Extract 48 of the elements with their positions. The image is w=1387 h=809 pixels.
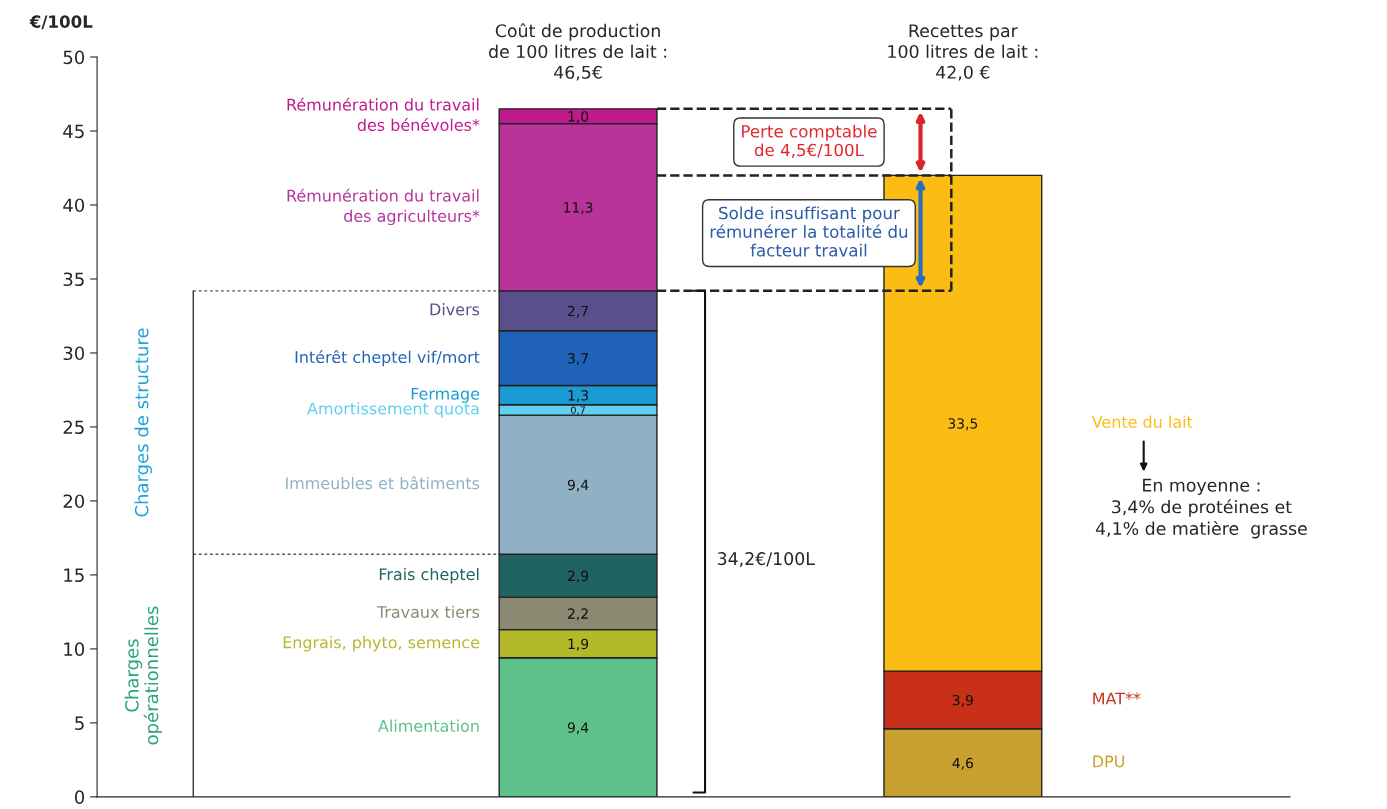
data-label: 2,9	[568, 570, 589, 583]
series-label: Frais cheptel	[379, 567, 479, 584]
data-label: 2,2	[568, 608, 588, 621]
y-tick-label: 10	[64, 642, 85, 657]
y-tick-label: 30	[63, 346, 85, 361]
y-tick-label: 40	[63, 198, 85, 213]
series-label: Alimentation	[378, 719, 479, 732]
text: DPU	[1093, 755, 1124, 768]
annotation: Coût de production de 100 litres de lait : 46,5€	[489, 23, 667, 81]
y-tick-label: 50	[63, 50, 85, 65]
data-label: 1,3	[568, 390, 588, 403]
series-label: Travaux tiers	[376, 605, 480, 619]
y-tick-label: 20	[63, 494, 85, 509]
annotation: 34,2€/100L	[717, 552, 815, 567]
data-label: 2,7	[568, 305, 588, 318]
annotation: Recettes par 100 litres de lait : 42,0 €	[888, 24, 1038, 81]
data-label: 4,6	[952, 757, 974, 770]
data-label: 3,7	[568, 353, 588, 366]
annotation: Perte comptable de 4,5€/100L	[742, 124, 877, 158]
data-label: 9,4	[567, 722, 589, 735]
data-label: 9,4	[567, 479, 589, 492]
y-tick-label: 5	[75, 716, 84, 730]
series-label: Amortissement quota	[307, 402, 479, 418]
series-label: Fermage	[411, 387, 480, 403]
series-label: Intérêt cheptel vif/mort	[295, 350, 480, 367]
text: Vente du lait	[1091, 415, 1193, 428]
y-tick-label: 45	[63, 124, 84, 139]
data-label: 33,5	[948, 418, 978, 431]
series-label: Engrais, phyto, semence	[283, 635, 480, 652]
series-label: Rémunération du travail des bénévoles*	[287, 97, 480, 132]
y-tick-label: 35	[63, 272, 84, 287]
annotation: Charges de structure	[134, 328, 152, 517]
annotation: Charges opérationnelles	[124, 606, 162, 745]
annotation: En moyenne : 3,4% de protéines et 4,1% de matière grasse	[1095, 478, 1307, 539]
data-label: 3,9	[952, 694, 973, 707]
y-tick-label: 15	[64, 568, 84, 583]
data-label: 11,3	[564, 202, 593, 215]
text: MAT**	[1093, 692, 1141, 705]
y-tick-label: 25	[63, 420, 84, 435]
data-label: 1,9	[568, 638, 589, 651]
annotation: Solde insuffisant pour rémunérer la totalité du facteur travail	[710, 206, 908, 257]
data-label: 1,0	[568, 111, 589, 124]
series-label: Divers	[430, 303, 480, 316]
y-tick-label: 0	[74, 790, 85, 804]
y-axis-title: €/100L	[29, 15, 93, 30]
series-label: Immeubles et bâtiments	[286, 476, 480, 490]
data-label: 0,7	[570, 406, 585, 415]
series-label: Rémunération du travail des agriculteurs*	[287, 188, 480, 226]
